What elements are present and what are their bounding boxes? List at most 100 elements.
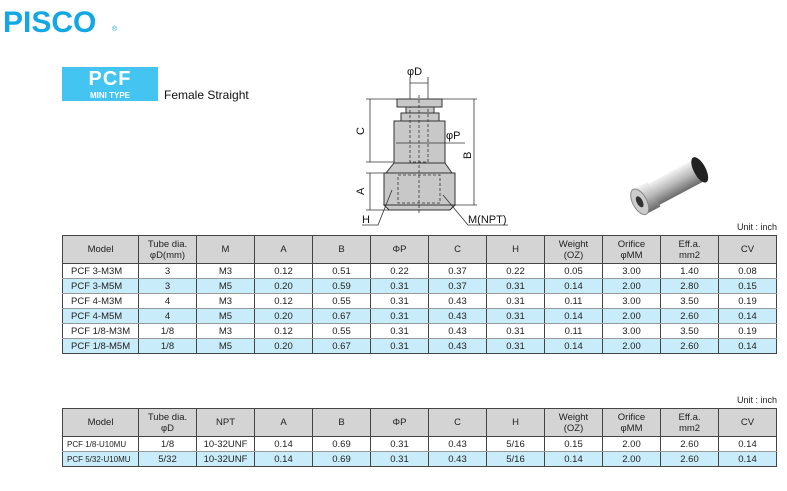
table-cell: 2.60 — [660, 308, 719, 324]
table-cell: 0.31 — [486, 308, 545, 324]
table-cell: 0.14 — [718, 308, 777, 324]
table-cell: 0.43 — [428, 451, 487, 467]
table-cell: 0.31 — [370, 451, 429, 467]
table-cell: PCF 3-M5M — [62, 278, 139, 294]
table-cell: 0.14 — [544, 451, 603, 467]
table-cell: 2.00 — [602, 436, 661, 452]
column-header: Eff.a. mm2 — [660, 408, 719, 437]
label-d: φD — [407, 66, 422, 78]
table-cell: 0.12 — [254, 263, 313, 279]
column-header: B — [312, 235, 371, 264]
table-cell: 1/8 — [138, 323, 197, 339]
table-cell: 0.12 — [254, 323, 313, 339]
table-cell: 0.31 — [486, 338, 545, 354]
table-cell: 2.60 — [660, 451, 719, 467]
label-p: φP — [446, 130, 460, 142]
column-header: A — [254, 235, 313, 264]
table-cell: 5/16 — [486, 436, 545, 452]
table-cell: 3.50 — [660, 293, 719, 309]
table-cell: 0.11 — [544, 323, 603, 339]
table-cell: 0.37 — [428, 278, 487, 294]
table-cell: 0.31 — [370, 338, 429, 354]
column-header: H — [486, 235, 545, 264]
table-cell: 0.37 — [428, 263, 487, 279]
table-cell: 0.43 — [428, 308, 487, 324]
spec-table-metric: Model Tube dia. φD(mm) M A B ΦP C H Weight (OZ) O… — [62, 235, 777, 354]
table-cell: 0.08 — [718, 263, 777, 279]
table-cell: 4 — [138, 293, 197, 309]
table-cell: 5/32 — [138, 451, 197, 467]
table-row: PCF 1/8-U10MU 1/8 10-32UNF 0.14 0.69 0.31 0.43… — [62, 436, 777, 452]
table-cell: 0.15 — [718, 278, 777, 294]
table-cell: 0.31 — [370, 278, 429, 294]
product-code: PCF — [88, 68, 132, 90]
table-cell: M5 — [196, 308, 255, 324]
column-header: ΦP — [370, 408, 429, 437]
table-cell: 0.67 — [312, 338, 371, 354]
table-cell: 0.14 — [254, 436, 313, 452]
table-cell: PCF 1/8-M3M — [62, 323, 139, 339]
column-header: H — [486, 408, 545, 437]
table-row: PCF 3-M5M 3 M5 0.20 0.59 0.31 0.37 0.31 0.14 2.00… — [62, 278, 777, 294]
column-header: Tube dia. φD(mm) — [138, 235, 197, 264]
column-header: Orifice φMM — [602, 235, 661, 264]
column-header: CV — [718, 235, 777, 264]
dimension-diagram: φD φP C B A H M(NPT) — [355, 66, 508, 226]
table-row: PCF 5/32-U10MU 5/32 10-32UNF 0.14 0.69 0.31 0.… — [62, 451, 777, 467]
label-b: B — [462, 152, 474, 159]
product-type: MINI TYPE — [89, 91, 130, 100]
table-cell: 3 — [138, 263, 197, 279]
table-cell: 1.40 — [660, 263, 719, 279]
table-cell: 0.19 — [718, 293, 777, 309]
table-cell: PCF 1/8-U10MU — [62, 436, 139, 452]
table-cell: 3.50 — [660, 323, 719, 339]
table-cell: 0.11 — [544, 293, 603, 309]
table-cell: 0.31 — [370, 293, 429, 309]
table-cell: 0.31 — [486, 278, 545, 294]
table-cell: PCF 3-M3M — [62, 263, 139, 279]
label-c: C — [355, 127, 367, 135]
column-header: M — [196, 235, 255, 264]
column-header: Orifice φMM — [602, 408, 661, 437]
table-cell: 0.20 — [254, 278, 313, 294]
table-cell: 0.12 — [254, 293, 313, 309]
column-header: C — [428, 408, 487, 437]
table-cell: 0.14 — [544, 278, 603, 294]
table-cell: 0.31 — [370, 308, 429, 324]
table-cell: 0.69 — [312, 436, 371, 452]
table-cell: 5/16 — [486, 451, 545, 467]
label-m: M(NPT) — [468, 214, 507, 226]
table-cell: 0.51 — [312, 263, 371, 279]
table-cell: 2.00 — [602, 308, 661, 324]
table-cell: 0.31 — [486, 293, 545, 309]
table-cell: 0.67 — [312, 308, 371, 324]
table-cell: 4 — [138, 308, 197, 324]
table-cell: 3.00 — [602, 323, 661, 339]
pisco-logo: PISCO — [3, 6, 97, 39]
product-title: Female Straight — [164, 88, 249, 102]
label-h: H — [362, 214, 370, 226]
table-cell: 2.00 — [602, 338, 661, 354]
column-header: ΦP — [370, 235, 429, 264]
table-cell: 0.20 — [254, 308, 313, 324]
table-cell: 0.14 — [718, 451, 777, 467]
table-row: PCF 3-M3M 3 M3 0.12 0.51 0.22 0.37 0.22 0.05 3.00… — [62, 263, 777, 279]
table-cell: 0.31 — [370, 323, 429, 339]
table-cell: 0.69 — [312, 451, 371, 467]
table-cell: 3.00 — [602, 293, 661, 309]
table-cell: 0.14 — [544, 308, 603, 324]
table-cell: 0.14 — [718, 338, 777, 354]
column-header: Eff.a. mm2 — [660, 235, 719, 264]
table-row: PCF 4-M5M 4 M5 0.20 0.67 0.31 0.43 0.31 0.14 2.00… — [62, 308, 777, 324]
table-cell: 0.20 — [254, 338, 313, 354]
column-header: Model — [62, 235, 139, 264]
table-cell: M3 — [196, 263, 255, 279]
table-cell: PCF 1/8-M5M — [62, 338, 139, 354]
label-a: A — [355, 187, 367, 195]
table-cell: 0.05 — [544, 263, 603, 279]
table-cell: 0.43 — [428, 323, 487, 339]
table-cell: 2.80 — [660, 278, 719, 294]
table-cell: 0.15 — [544, 436, 603, 452]
table-cell: PCF 5/32-U10MU — [62, 451, 139, 467]
table-cell: 1/8 — [138, 338, 197, 354]
